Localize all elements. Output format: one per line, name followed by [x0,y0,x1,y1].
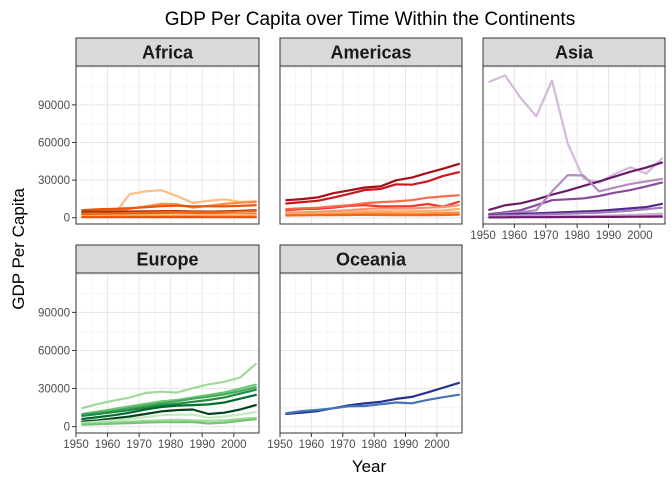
x-tick-label: 1980 [564,230,590,242]
x-tick-label: 2000 [424,439,450,451]
series-line [488,174,664,216]
x-tick-label: 1990 [189,439,215,451]
facet-strip-label: Oceania [336,250,407,270]
y-tick-label: 0 [64,213,70,225]
y-tick-label: 90000 [38,100,70,112]
panel-border [279,272,463,434]
series-line [285,171,460,205]
facet-strip [75,37,260,67]
series-line [285,162,460,202]
facet-panel-americas: Americas [279,37,463,225]
facet-panels: Africa 0 30000 60000 90000 Americas Asia 1950 19… [38,37,666,451]
series-line [81,210,257,216]
facet-panel-europe: Europe 0 30000 60000 90000 1950 1960 1970 1980 19… [38,244,260,451]
y-tick-label: 0 [64,422,70,434]
x-tick-label: 1950 [267,439,293,451]
x-tick-label: 1970 [126,439,152,451]
facet-strip-label: Americas [330,43,411,63]
panel-border [482,65,666,225]
series-line [81,404,257,423]
y-tick-label: 30000 [38,384,70,396]
y-tick-label: 90000 [38,307,70,319]
series-line [285,207,460,216]
x-tick-label: 2000 [221,439,247,451]
series-line [285,393,460,415]
facet-panel-oceania: Oceania 1950 1960 1970 1980 1990 2000 [267,244,463,451]
panel-border [279,65,463,225]
x-tick-label: 1970 [533,230,559,242]
series-line [81,416,257,425]
x-tick-label: 1980 [361,439,387,451]
panel-background [280,273,462,433]
x-tick-label: 1960 [95,439,121,451]
panel-background [483,66,665,224]
x-axis-title: Year [352,457,387,476]
facet-panel-asia: Asia 1950 1960 1970 1980 1990 2000 [470,37,666,242]
x-tick-label: 1950 [63,439,89,451]
panel-background [280,66,462,224]
facet-strip [482,37,666,67]
series-line [285,204,460,214]
series-line [488,206,664,217]
x-tick-label: 2000 [627,230,653,242]
x-tick-label: 1970 [330,439,356,451]
x-tick-label: 1950 [470,230,496,242]
facet-strip [75,244,260,274]
series-line [81,362,257,410]
panel-background [76,273,259,433]
series-line [488,161,664,211]
series-line [81,386,257,416]
x-tick-label: 1960 [299,439,325,451]
chart-title: GDP Per Capita over Time Within the Cont… [165,9,575,30]
facet-strip-label: Africa [142,43,194,63]
series-line [285,213,460,217]
series-line [81,204,257,212]
y-tick-label: 60000 [38,137,70,149]
x-tick-label: 1990 [596,230,622,242]
y-tick-label: 60000 [38,345,70,357]
panel-border [75,272,260,434]
panel-border [75,65,260,225]
series-line [488,74,664,184]
series-line [488,181,664,216]
facet-strip-label: Europe [136,250,198,270]
x-tick-label: 1990 [393,439,419,451]
x-tick-label: 1980 [158,439,184,451]
series-line [81,410,257,424]
series-line [81,383,257,416]
x-tick-label: 1960 [502,230,528,242]
series-line [285,381,460,415]
series-line [81,418,257,426]
series-line [81,393,257,421]
y-tick-label: 30000 [38,175,70,187]
series-line [81,388,257,417]
facet-panel-africa: Africa 0 30000 60000 90000 [38,37,260,225]
y-axis-title: GDP Per Capita [9,188,28,310]
panel-background [76,66,259,224]
facet-strip [279,244,463,274]
series-line [488,202,664,216]
series-line [285,194,460,211]
series-line [488,215,664,219]
facet-strip-label: Asia [555,43,594,63]
